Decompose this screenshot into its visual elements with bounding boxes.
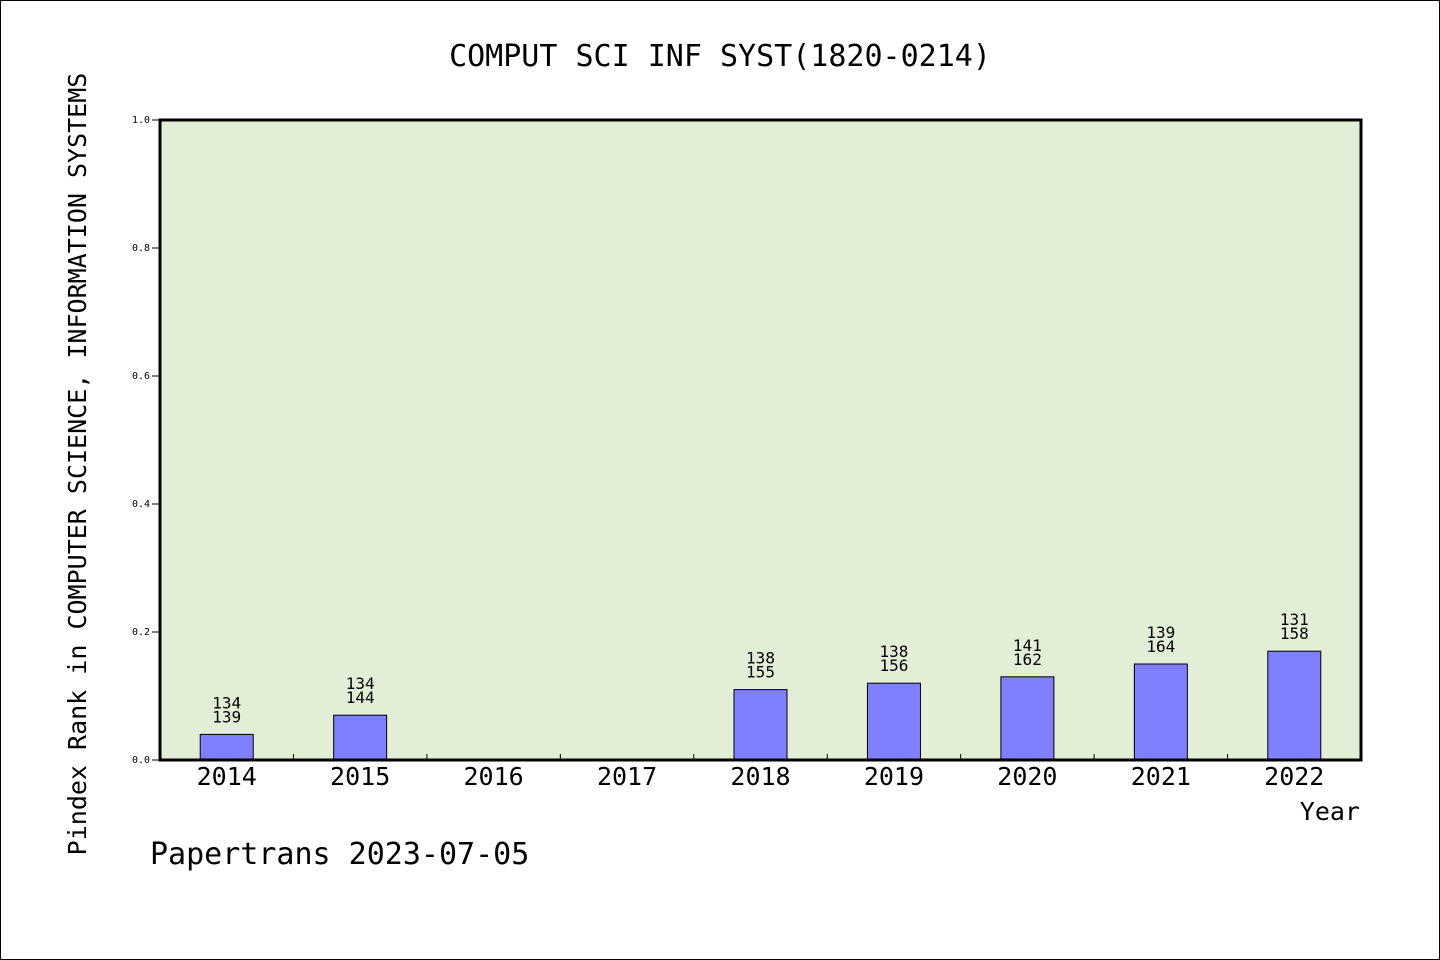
x-axis-label: Year [1300,797,1360,826]
y-tick-label: 0.8 [132,243,150,254]
bar-label-top: 138 [879,642,908,661]
y-tick-label: 1.0 [132,115,150,126]
y-tick-label: 0.6 [132,371,150,382]
bar-2014 [199,733,254,761]
bar-label-top: 134 [212,693,241,712]
bar-label-top: 131 [1280,610,1309,629]
footer-credit: Papertrans 2023-07-05 [150,837,529,872]
x-tick-label: 2021 [1131,762,1191,791]
bar-label-bottom: 144 [346,688,375,707]
chart-title: COMPUT SCI INF SYST(1820-0214) [449,39,991,74]
bar-label-bottom: 164 [1146,637,1175,656]
plot-background [160,120,1361,760]
y-axis-label: Pindex Rank in COMPUTER SCIENCE, INFORMA… [63,73,92,856]
x-tick-label: 2017 [597,762,657,791]
x-tick-label: 2018 [730,762,790,791]
bar-2022 [1267,650,1322,761]
y-tick-label: 0.2 [132,627,150,638]
bar-2019 [866,682,921,761]
x-tick-label: 2019 [864,762,924,791]
x-tick-label: 2014 [197,762,257,791]
bar-label-top: 134 [346,674,375,693]
bar-label-bottom: 155 [746,663,775,682]
bar-label-bottom: 162 [1013,650,1042,669]
bar-label-top: 138 [746,649,775,668]
bar-label-bottom: 158 [1280,624,1309,643]
plot-border [158,118,1363,762]
x-tick-label: 2022 [1264,762,1324,791]
x-tick-label: 2020 [997,762,1057,791]
bar-label-bottom: 156 [879,656,908,675]
bar-label-top: 139 [1146,623,1175,642]
x-tick-label: 2015 [330,762,390,791]
y-tick-label: 0.0 [132,755,150,766]
bar-label-top: 141 [1013,636,1042,655]
bar-2018 [733,689,788,761]
bar-2020 [1000,676,1055,761]
x-tick-label: 2016 [464,762,524,791]
y-tick-label: 0.4 [132,499,150,510]
bar-2015 [333,714,388,761]
bar-2021 [1133,663,1188,761]
bar-label-bottom: 139 [212,707,241,726]
